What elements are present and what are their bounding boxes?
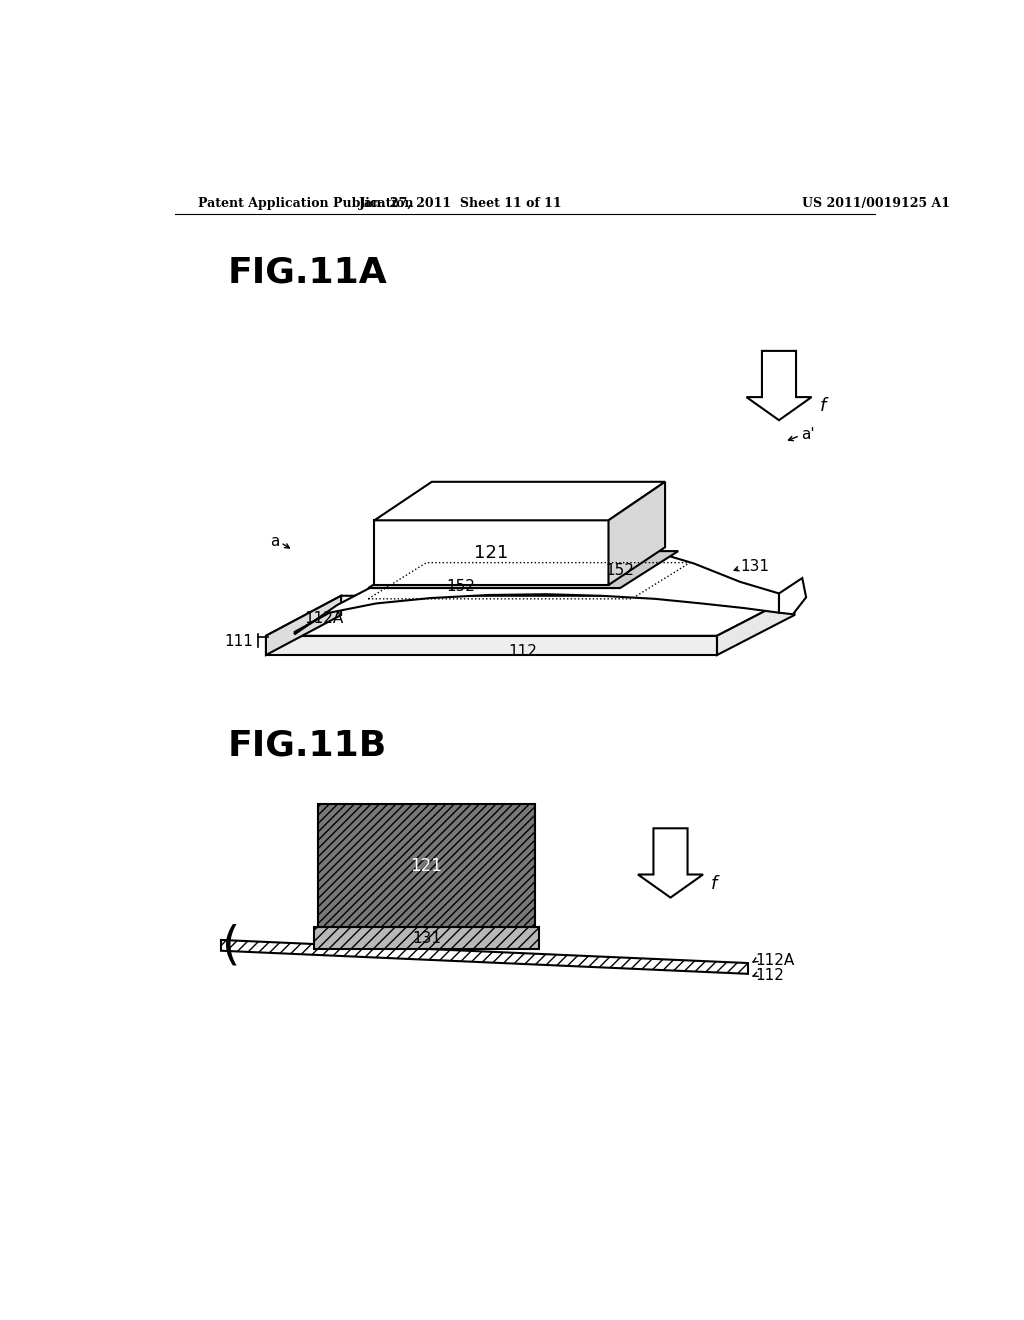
Text: (: ( — [222, 924, 241, 969]
Polygon shape — [746, 351, 812, 420]
Text: FIG.11B: FIG.11B — [227, 729, 386, 762]
Polygon shape — [375, 482, 665, 520]
Polygon shape — [369, 552, 678, 589]
Text: 112A: 112A — [305, 611, 344, 626]
Text: a': a' — [801, 426, 814, 442]
Text: US 2011/0019125 A1: US 2011/0019125 A1 — [802, 197, 950, 210]
Polygon shape — [221, 940, 748, 974]
Polygon shape — [317, 804, 535, 928]
Polygon shape — [314, 928, 539, 949]
Text: f: f — [711, 875, 717, 892]
Text: f: f — [819, 397, 825, 416]
Text: 112: 112 — [756, 968, 784, 982]
Polygon shape — [266, 595, 341, 655]
Polygon shape — [266, 636, 717, 655]
Polygon shape — [266, 595, 795, 636]
Polygon shape — [717, 595, 795, 655]
Text: 112A: 112A — [756, 953, 795, 968]
Text: 121: 121 — [411, 857, 442, 875]
Text: Patent Application Publication: Patent Application Publication — [198, 197, 414, 210]
Polygon shape — [608, 482, 665, 585]
Text: 131: 131 — [412, 931, 441, 945]
Polygon shape — [375, 520, 608, 585]
Text: 152: 152 — [605, 562, 635, 578]
Text: a: a — [269, 533, 280, 549]
Text: 152: 152 — [446, 579, 476, 594]
Text: 131: 131 — [740, 558, 769, 574]
Text: Jan. 27, 2011  Sheet 11 of 11: Jan. 27, 2011 Sheet 11 of 11 — [359, 197, 563, 210]
Text: FIG.11A: FIG.11A — [227, 255, 387, 289]
Polygon shape — [295, 533, 779, 635]
Text: 121: 121 — [474, 544, 509, 561]
Text: 112: 112 — [509, 644, 538, 659]
Polygon shape — [779, 578, 806, 614]
Polygon shape — [638, 829, 703, 898]
Text: 111: 111 — [224, 635, 254, 649]
